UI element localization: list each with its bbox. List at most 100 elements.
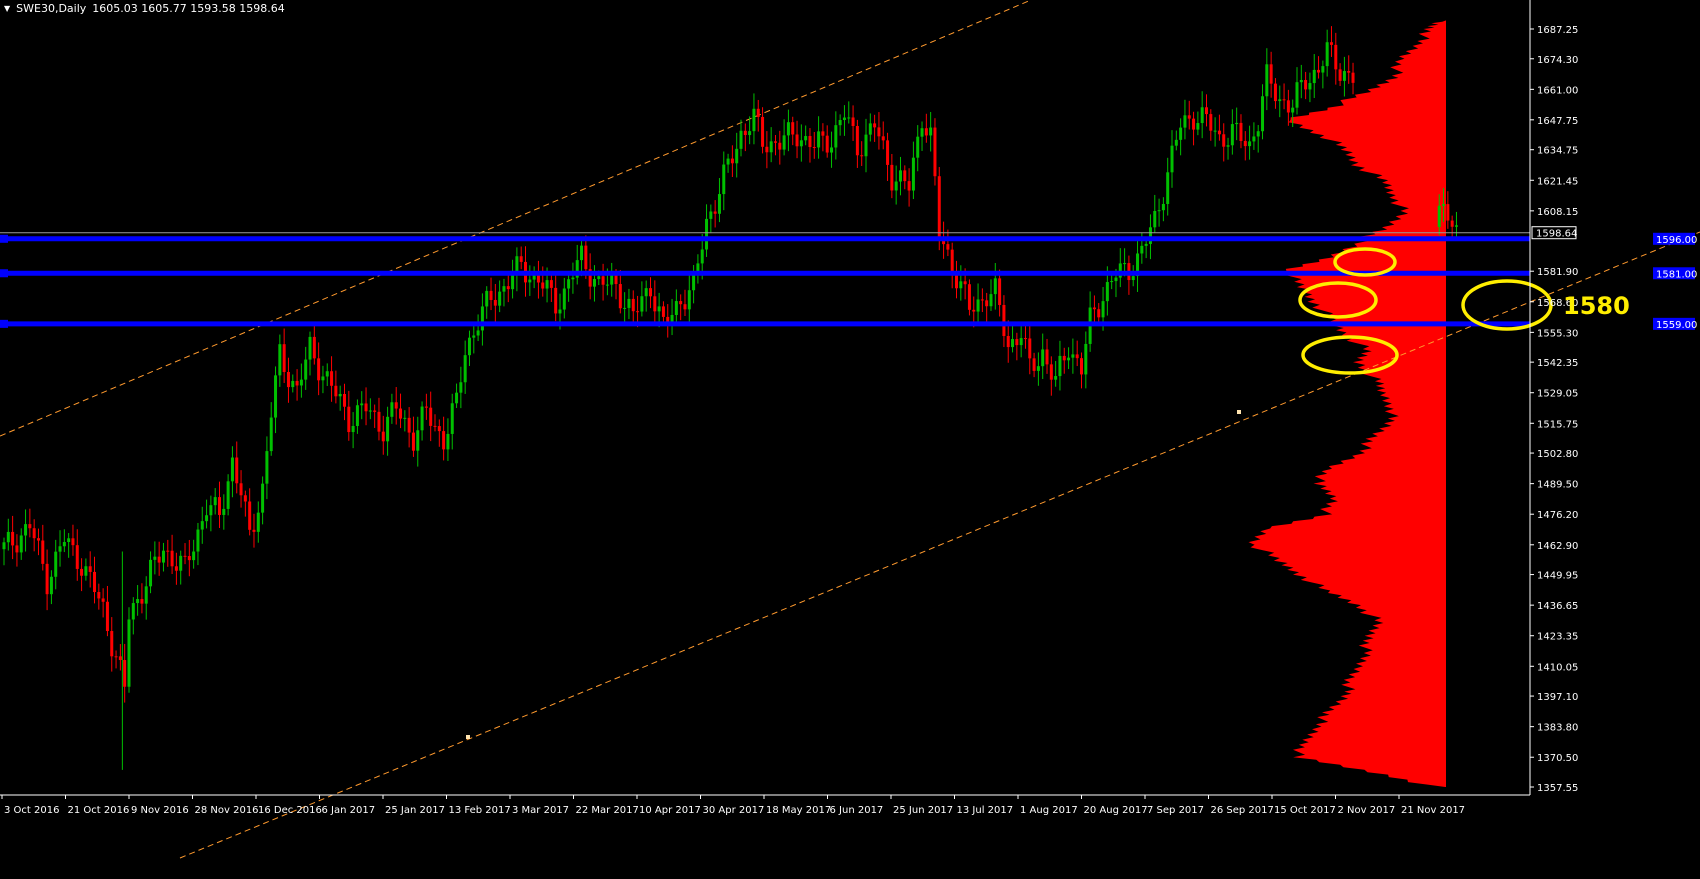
price-tick-label: 1436.65: [1537, 601, 1578, 612]
candle-body: [657, 306, 661, 312]
candle-body: [1166, 172, 1170, 204]
candle-body: [1110, 281, 1114, 283]
candle-body: [1226, 145, 1230, 147]
candle-body: [1036, 366, 1040, 371]
time-tick-label: 2 Nov 2017: [1338, 805, 1396, 816]
candle-body: [782, 135, 786, 150]
candle-body: [506, 286, 510, 290]
candle-body: [45, 563, 49, 595]
candle-body: [907, 181, 911, 191]
candle-body: [1023, 338, 1027, 340]
price-channel: [0, 0, 1700, 859]
candle-body: [967, 284, 971, 310]
candle-body: [838, 120, 842, 126]
candle-body: [567, 279, 571, 289]
candle-body: [1317, 69, 1321, 73]
candle-body: [972, 309, 976, 312]
candle-body: [174, 566, 178, 571]
candle-body: [1114, 277, 1118, 282]
candle-body: [192, 551, 196, 561]
candle-body: [1239, 122, 1243, 141]
candle-body: [1209, 114, 1213, 131]
price-tick-label: 1568.60: [1537, 298, 1578, 309]
candle-body: [868, 123, 872, 135]
candle-body: [687, 290, 691, 310]
time-tick-label: 6 Jan 2017: [322, 805, 376, 816]
candle-body: [1295, 82, 1299, 108]
candle-body: [631, 298, 635, 312]
candle-body: [756, 108, 760, 117]
candle-body: [584, 245, 588, 270]
candle-body: [1299, 80, 1303, 83]
price-tick-label: 1687.25: [1537, 25, 1578, 36]
candle-body: [54, 551, 58, 577]
candle-body: [1347, 71, 1351, 73]
candle-body: [916, 136, 920, 158]
volume-profile-area: [1248, 20, 1446, 787]
candle-body: [881, 136, 885, 141]
candle-body: [1450, 220, 1454, 227]
candle-body: [528, 279, 532, 283]
candle-body: [623, 307, 627, 309]
key-level-handle: [0, 234, 8, 243]
candle-body: [399, 408, 403, 419]
highlight-ellipse: [1333, 247, 1397, 277]
candle-body: [342, 393, 346, 407]
candle-body: [416, 430, 420, 451]
candle-body: [1454, 225, 1458, 227]
candle-body: [93, 571, 97, 593]
time-tick-label: 6 Jun 2017: [830, 805, 884, 816]
candle-body: [713, 211, 717, 214]
candle-body: [498, 291, 502, 306]
candle-body: [480, 306, 484, 331]
candle-body: [75, 545, 79, 569]
key-level-label: 1596.00: [1656, 235, 1697, 246]
price-tick-label: 1397.10: [1537, 692, 1578, 703]
candle-body: [739, 130, 743, 149]
candle-body: [485, 290, 489, 307]
candle-body: [80, 568, 84, 576]
time-tick-label: 16 Dec 2016: [258, 805, 322, 816]
time-tick-label: 15 Oct 2017: [1274, 805, 1336, 816]
price-tick-label: 1674.30: [1537, 55, 1578, 66]
candle-body: [1265, 64, 1269, 97]
candle-body: [605, 284, 609, 286]
time-tick-label: 7 Sep 2017: [1147, 805, 1204, 816]
candle-body: [226, 481, 230, 509]
key-level-label: 1559.00: [1656, 320, 1697, 331]
triangle-down-icon[interactable]: ▼: [4, 4, 11, 13]
candle-body: [924, 128, 928, 136]
annotation-1580: 1580: [1563, 292, 1630, 320]
candle-body: [549, 280, 553, 288]
candle-body: [855, 125, 859, 156]
candle-body: [179, 555, 183, 571]
candle-body: [463, 355, 467, 383]
candle-body: [1442, 204, 1446, 206]
candle-body: [842, 117, 846, 121]
candle-body: [1446, 204, 1450, 221]
candle-body: [998, 278, 1002, 305]
candle-body: [467, 337, 471, 356]
price-tick-label: 1634.75: [1537, 146, 1578, 157]
candle-body: [545, 280, 549, 289]
ohlc-label: 1605.03 1605.77 1593.58 1598.64: [92, 2, 285, 15]
time-tick-label: 30 Apr 2017: [703, 805, 765, 816]
candle-body: [1291, 107, 1295, 113]
candle-body: [911, 157, 915, 191]
candle-body: [222, 508, 226, 515]
candle-body: [381, 431, 385, 442]
candle-body: [1351, 72, 1355, 83]
channel-line-lower: [179, 231, 1700, 859]
candle-body: [459, 382, 463, 393]
candle-body: [1136, 253, 1140, 277]
candle-body: [515, 256, 519, 276]
candle-body: [304, 359, 308, 380]
candle-body: [209, 505, 213, 516]
candle-body: [1437, 205, 1441, 227]
candle-body: [351, 425, 355, 433]
candle-body: [1075, 354, 1079, 359]
time-tick-label: 18 May 2017: [766, 805, 831, 816]
price-axis: 1687.25 1674.30 1661.00 1647.75 1634.75 1621.…: [1529, 0, 1578, 795]
